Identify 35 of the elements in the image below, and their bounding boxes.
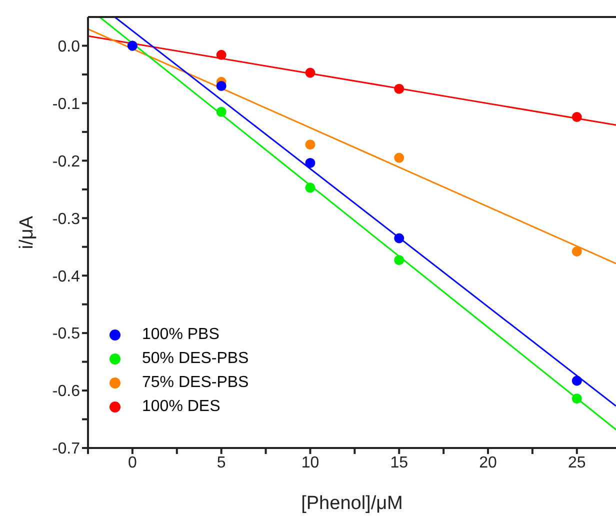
y-tick-label: -0.4 [52, 268, 80, 286]
point [394, 152, 404, 163]
point [305, 68, 316, 78]
legend-label: 75% DES-PBS [142, 374, 249, 392]
y-tick-label: -0.2 [52, 153, 80, 170]
y-tick-label: -0.6 [52, 383, 80, 400]
point [572, 112, 582, 122]
legend-label: 100% DES [142, 398, 220, 416]
point [216, 50, 226, 60]
y-tick-label: -0.7 [52, 440, 80, 458]
y-tick-label: 0.0 [58, 38, 80, 56]
point [572, 376, 582, 386]
x-axis-title: [Phenol]/μM [301, 493, 403, 514]
point [305, 140, 316, 150]
x-tick-label: 0 [128, 454, 137, 472]
y-axis-title: i/μA [16, 216, 38, 250]
x-tick-label: 5 [216, 454, 226, 472]
x-tick-label: 20 [479, 454, 497, 472]
point [216, 80, 226, 91]
x-tick-label: 10 [301, 454, 320, 472]
y-tick-label: -0.3 [52, 210, 80, 228]
point [572, 394, 582, 404]
y-tick-label: -0.5 [52, 326, 80, 343]
point [216, 106, 226, 117]
point [394, 84, 404, 94]
point [305, 158, 316, 168]
point [305, 182, 316, 193]
point [394, 233, 404, 244]
x-tick-label: 15 [390, 454, 408, 472]
x-tick-label: 25 [568, 454, 586, 472]
y-tick-label: -0.1 [52, 96, 80, 113]
point [394, 255, 404, 266]
legend-label: 50% DES-PBS [142, 350, 249, 368]
legend-label: 100% PBS [142, 326, 220, 344]
point [572, 246, 582, 256]
